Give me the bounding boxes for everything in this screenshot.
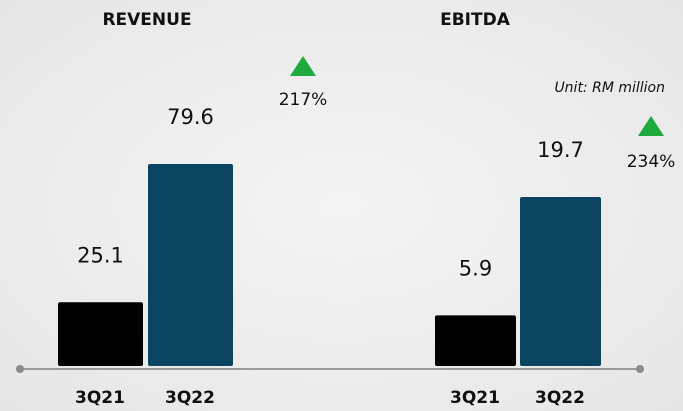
category-label: 3Q21 [75, 388, 125, 408]
axis-end [16, 365, 24, 373]
bar [520, 197, 601, 366]
category-label: 3Q21 [450, 388, 500, 408]
bar [435, 315, 516, 366]
axis-end [636, 365, 644, 373]
value-label: 19.7 [537, 138, 584, 162]
bar [148, 164, 233, 366]
category-label: 3Q22 [535, 388, 585, 408]
category-label: 3Q22 [165, 388, 215, 408]
value-label: 79.6 [167, 105, 214, 129]
chart-title: EBITDA [440, 10, 511, 30]
value-label: 5.9 [459, 256, 492, 280]
chart-title: REVENUE [102, 10, 191, 30]
up-arrow [290, 56, 316, 76]
unit-note: Unit: RM million [554, 80, 665, 96]
bar [58, 302, 143, 366]
up-arrow [638, 116, 664, 136]
change-label: 217% [279, 90, 328, 110]
value-label: 25.1 [77, 243, 124, 267]
change-label: 234% [627, 152, 676, 172]
